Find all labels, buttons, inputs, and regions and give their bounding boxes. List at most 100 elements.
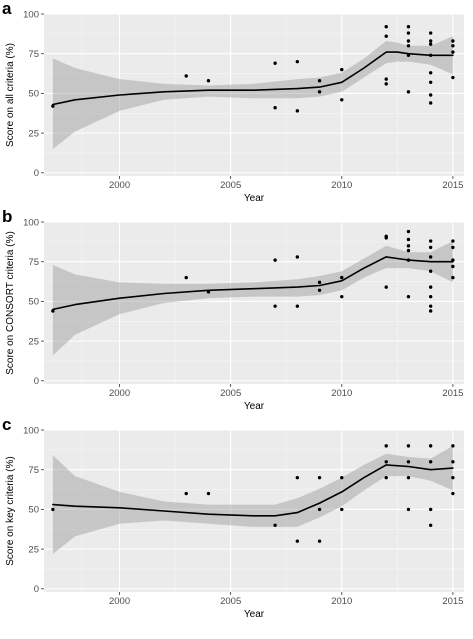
confidence-band [52,445,453,554]
smooth-line [52,256,454,311]
panel-a: 0 25 50 75 100 2000 2005 2010 2015 Year Score on a… [2,0,464,204]
smooth-line [52,51,454,106]
y-axis-label: Score on CONSORT criteria (%) [5,231,16,375]
data-point [184,74,188,78]
x-axis-label: Year [244,193,265,204]
data-point [406,31,411,35]
y-tick-label: 75 [28,465,39,476]
data-point [428,80,433,84]
data-point [451,475,455,480]
data-point [384,77,388,81]
data-point [340,475,344,480]
data-point [451,50,455,54]
y-tick-label: 25 [28,336,39,347]
x-tick-label: 2015 [442,388,463,399]
confidence-band [52,36,453,150]
data-point [428,239,433,243]
data-point [384,236,388,240]
data-point [428,42,433,46]
data-point [295,475,300,480]
y-axis-label: Score on key criteria (%) [5,456,16,565]
data-point [406,25,411,29]
data-point [206,79,211,83]
x-tick-label: 2010 [331,180,352,191]
data-point [184,491,188,496]
data-point [384,285,388,289]
data-point [340,294,344,299]
data-point [451,275,455,280]
data-point [428,269,433,273]
y-tick-label: 100 [23,9,39,20]
x-tick-label: 2015 [442,180,463,191]
y-tick-label: 50 [28,89,39,100]
y-tick-label: 75 [28,257,39,268]
data-point [451,44,455,48]
data-point [428,101,433,105]
data-point [428,71,433,75]
x-tick-label: 2000 [109,596,130,607]
panel-letter: b [2,207,12,226]
data-point [273,258,277,262]
data-point [340,275,344,280]
x-tick-label: 2005 [220,596,241,607]
y-tick-label: 100 [23,217,39,228]
data-point [428,93,433,97]
y-tick-label: 100 [23,425,39,436]
data-point [428,523,433,527]
x-axis-label: Year [244,609,265,620]
x-tick-label: 2005 [220,388,241,399]
data-point [451,491,455,496]
data-point [428,294,433,299]
data-point [273,106,277,110]
y-tick-label: 0 [34,376,39,387]
data-point [295,304,300,308]
data-point [273,304,277,308]
panel-c: 0 25 50 75 100 2000 2005 2010 2015 Year Score on k… [2,415,464,620]
data-point [51,309,55,313]
x-tick-label: 2010 [331,596,352,607]
data-point [406,294,411,299]
data-point [317,507,322,512]
data-point [206,491,211,496]
data-point [451,444,455,448]
data-point [273,61,277,65]
data-point [384,82,388,86]
data-point [406,90,411,94]
y-tick-label: 50 [28,505,39,516]
data-point [406,39,411,43]
data-point [406,444,411,448]
data-point [295,255,300,259]
y-axis-label: Score on all criteria (%) [5,43,16,147]
data-point [428,285,433,289]
plot-background [44,222,464,384]
smooth-line [52,464,454,517]
data-point [428,304,433,308]
data-point [451,245,455,250]
y-tick-label: 25 [28,544,39,555]
data-point [317,90,322,94]
data-point [184,275,188,280]
data-point [428,255,433,259]
data-point [295,59,300,64]
data-point [51,507,55,512]
data-point [340,507,344,512]
data-point [317,539,322,543]
y-tick-label: 0 [34,168,39,179]
data-point [406,507,411,512]
data-point [273,523,277,527]
data-point [340,67,344,72]
panel-b: 0 25 50 75 100 2000 2005 2010 2015 Year Score on C… [2,207,464,412]
x-tick-label: 2005 [220,180,241,191]
data-point [406,460,411,464]
data-point [428,444,433,448]
data-point [428,39,433,43]
panel-letter: c [2,415,11,434]
x-tick-label: 2010 [331,388,352,399]
data-point [384,444,388,448]
data-point [428,245,433,250]
x-tick-label: 2000 [109,180,130,191]
data-point [295,539,300,543]
data-point [406,248,411,253]
data-point [295,109,300,113]
